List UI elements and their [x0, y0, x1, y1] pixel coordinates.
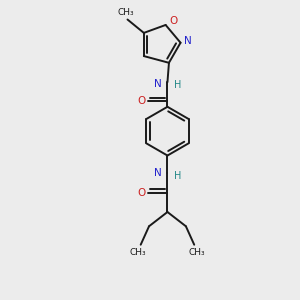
Text: N: N	[154, 168, 162, 178]
Text: N: N	[184, 36, 192, 46]
Text: N: N	[154, 79, 162, 88]
Text: CH₃: CH₃	[118, 8, 134, 17]
Text: H: H	[174, 80, 182, 90]
Text: H: H	[174, 171, 182, 181]
Text: O: O	[169, 16, 177, 26]
Text: CH₃: CH₃	[189, 248, 206, 256]
Text: O: O	[137, 188, 146, 198]
Text: CH₃: CH₃	[129, 248, 146, 256]
Text: O: O	[137, 96, 146, 106]
